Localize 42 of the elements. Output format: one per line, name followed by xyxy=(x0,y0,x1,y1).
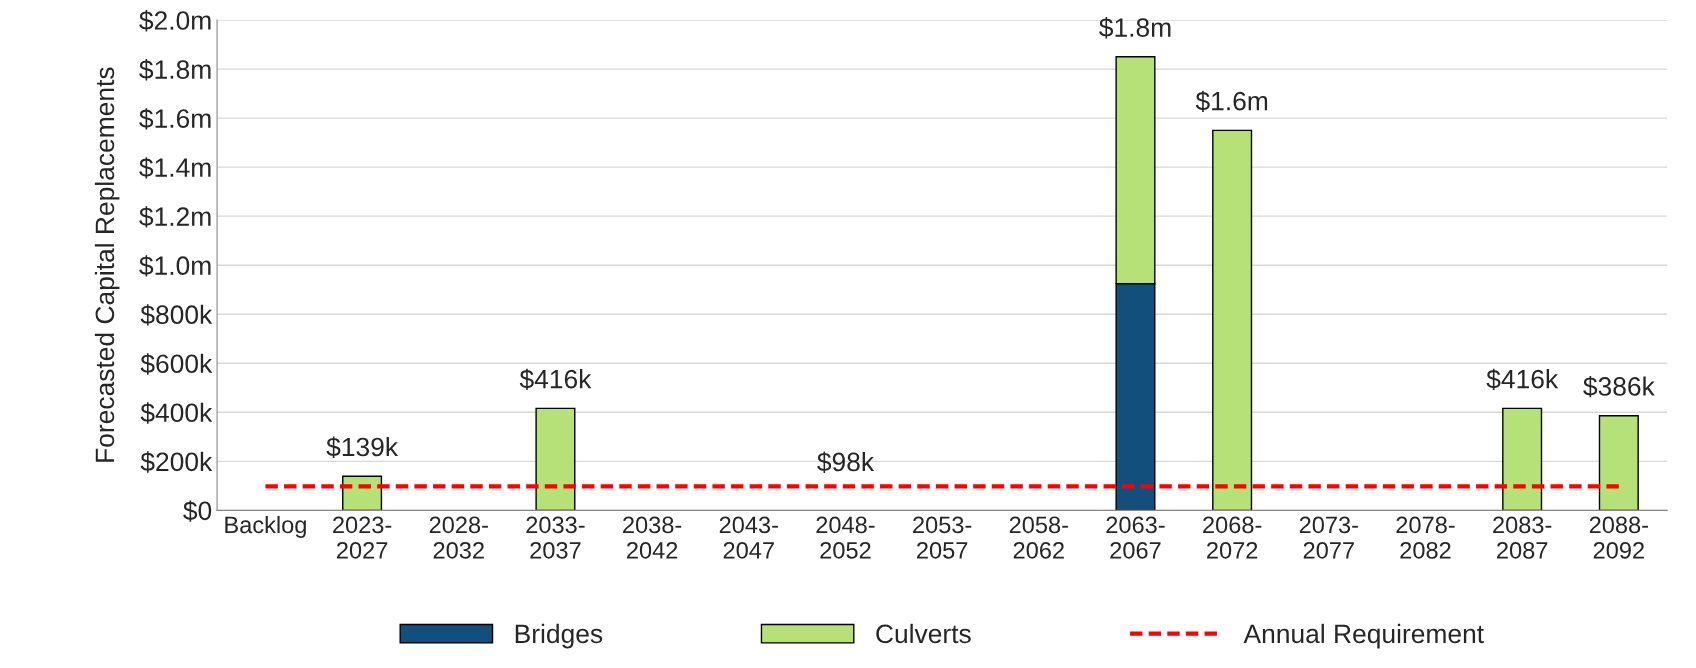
bar xyxy=(1598,415,1639,511)
x-tick-label: 2073- 2077 xyxy=(1299,516,1358,559)
x-tick-label: 2083- 2087 xyxy=(1493,516,1552,559)
x-tick-label: 2033- 2037 xyxy=(526,516,585,559)
total-label: $139k xyxy=(326,436,399,458)
y-tick-label: $1.2m xyxy=(139,206,211,228)
y-tick-label: $2.0m xyxy=(139,10,211,32)
y-tick-label: $1.8m xyxy=(139,59,211,81)
y-tick-label: $1.0m xyxy=(139,255,211,277)
x-tick-label: 2063- 2067 xyxy=(1106,516,1165,559)
bar xyxy=(1502,407,1543,511)
total-label: $416k xyxy=(519,368,592,391)
x-tick-label: 2053- 2057 xyxy=(913,516,972,559)
x-tick-label: 2028- 2032 xyxy=(429,516,488,559)
y-tick-label: $400k xyxy=(140,402,213,424)
legend-label: Annual Requirement xyxy=(1243,623,1484,649)
x-tick-label: 2023- 2027 xyxy=(333,516,392,559)
x-tick-label: Backlog xyxy=(225,515,306,538)
x-tick-label: 2068- 2072 xyxy=(1203,516,1262,559)
y-axis-title: Forecasted Capital Replacements xyxy=(94,67,120,462)
y-tick-label: $1.4m xyxy=(139,157,211,179)
total-label: $416k xyxy=(1486,368,1559,391)
y-tick-label: $1.6m xyxy=(139,108,211,130)
y-tick-label: $600k xyxy=(140,353,213,375)
y-tick-label: $200k xyxy=(140,451,213,473)
bar xyxy=(342,475,383,511)
legend-label: Bridges xyxy=(515,623,603,649)
bar xyxy=(535,407,576,511)
bar xyxy=(1212,129,1253,511)
x-tick-label: 2043- 2047 xyxy=(719,516,778,559)
total-label: $386k xyxy=(1583,376,1655,398)
legend-label: Culverts xyxy=(876,623,971,644)
annotation: $98k xyxy=(817,451,875,473)
y-tick-label: $800k xyxy=(140,304,213,326)
x-tick-label: 2058- 2062 xyxy=(1009,516,1068,559)
y-tick-label: $0 xyxy=(183,500,212,522)
x-tick-label: 2088- 2092 xyxy=(1589,516,1648,559)
total-label: $1.8m xyxy=(1099,17,1171,39)
total-label: $1.6m xyxy=(1195,90,1268,113)
x-tick-label: 2078- 2082 xyxy=(1396,516,1455,559)
x-tick-label: 2038- 2042 xyxy=(623,516,682,559)
x-tick-label: 2048- 2052 xyxy=(816,516,875,559)
